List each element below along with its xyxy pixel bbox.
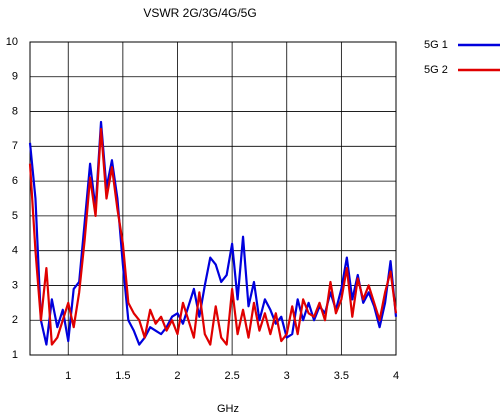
y-tick-label: 1 [12, 349, 18, 361]
x-tick-label: 1 [65, 370, 71, 382]
x-tick-label: 4 [393, 370, 399, 382]
x-tick-label: 3.5 [334, 370, 349, 382]
legend-label: 5G 1 [424, 39, 448, 51]
x-axis-label: GHz [217, 403, 239, 415]
y-tick-label: 7 [12, 140, 18, 152]
line-series [28, 127, 398, 346]
y-tick-label: 4 [12, 245, 18, 257]
y-tick-label: 8 [12, 105, 18, 117]
x-tick-label: 1.5 [115, 370, 130, 382]
x-tick-label: 2.5 [224, 370, 239, 382]
y-tick-label: 10 [6, 36, 18, 48]
y-tick-label: 3 [12, 279, 18, 291]
y-tick-label: 5 [12, 210, 18, 222]
chart-title: VSWR 2G/3G/4G/5G [143, 6, 256, 20]
y-tick-label: 6 [12, 175, 18, 187]
legend-label: 5G 2 [424, 64, 448, 76]
y-tick-label: 9 [12, 71, 18, 83]
x-tick-label: 3 [284, 370, 290, 382]
x-tick-label: 2 [174, 370, 180, 382]
y-tick-label: 2 [12, 314, 18, 326]
